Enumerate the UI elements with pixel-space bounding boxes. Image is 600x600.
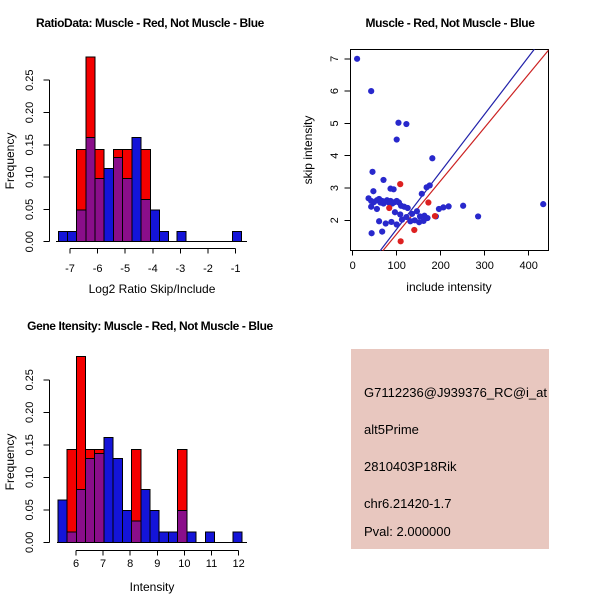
muscle-points: [386, 181, 439, 245]
gene-symbol-text: 2810403P18Rik: [364, 459, 457, 474]
svg-text:-7: -7: [65, 263, 75, 275]
splice-type-text: alt5Prime: [364, 422, 419, 437]
svg-text:0.10: 0.10: [24, 467, 36, 488]
locus-text: chr6.21420-1.7: [364, 496, 451, 511]
svg-text:-4: -4: [148, 263, 158, 275]
ratio-histogram-title: RatioData: Muscle - Red, Not Muscle - Bl…: [36, 16, 265, 30]
ratio-histogram-ylabel: Frequency: [3, 133, 17, 190]
svg-text:300: 300: [476, 260, 494, 272]
svg-text:7: 7: [329, 56, 341, 62]
svg-text:0: 0: [350, 260, 356, 272]
gene-histogram-ylabel: Frequency: [3, 434, 17, 491]
svg-text:12: 12: [232, 558, 244, 570]
svg-text:200: 200: [432, 260, 450, 272]
svg-text:-2: -2: [203, 263, 213, 275]
ratio-histogram-plot: 0.00 0.05 0.10 0.15 0.20 0.25 -7 -6 -5 -4 -3 -2 -1: [24, 56, 247, 275]
scatter-xlabel: include intensity: [406, 280, 491, 294]
scatter-plot: 0 100 200 300 400 2 3 4 5 6 7: [329, 48, 549, 272]
svg-text:0.20: 0.20: [24, 102, 36, 123]
svg-text:6: 6: [329, 88, 341, 94]
gene-histogram-plot: 0.00 0.05 0.10 0.15 0.20 0.25 6 7 8 9 10 11 12: [24, 355, 247, 570]
svg-text:3: 3: [329, 185, 341, 191]
svg-text:11: 11: [206, 558, 217, 570]
svg-text:-3: -3: [176, 263, 186, 275]
svg-text:0.00: 0.00: [24, 231, 36, 252]
svg-text:8: 8: [127, 558, 133, 570]
scatter-ylabel: skip intensity: [301, 116, 315, 185]
svg-text:0.25: 0.25: [24, 369, 36, 390]
svg-text:0.10: 0.10: [24, 166, 36, 187]
svg-text:0.20: 0.20: [24, 402, 36, 423]
svg-text:-1: -1: [231, 263, 241, 275]
not-muscle-points: [354, 55, 547, 237]
pval-text: Pval: 2.000000: [364, 524, 451, 539]
probe-id-text: G7112236@J939376_RC@i_at: [364, 385, 547, 400]
svg-text:6: 6: [73, 558, 79, 570]
svg-text:0.05: 0.05: [24, 199, 36, 220]
svg-text:0.15: 0.15: [24, 434, 36, 455]
svg-text:4: 4: [329, 153, 341, 159]
svg-text:0.00: 0.00: [24, 532, 36, 553]
svg-text:5: 5: [329, 120, 341, 126]
svg-text:10: 10: [178, 558, 190, 570]
scatter-title: Muscle - Red, Not Muscle - Blue: [366, 16, 536, 30]
svg-text:2: 2: [329, 217, 341, 223]
ratio-histogram-xlabel: Log2 Ratio Skip/Include: [89, 282, 216, 296]
svg-text:0.25: 0.25: [24, 69, 36, 90]
svg-text:0.15: 0.15: [24, 134, 36, 155]
gene-histogram-xlabel: Intensity: [130, 580, 175, 594]
svg-text:-5: -5: [120, 263, 130, 275]
gene-histogram-title: Gene Itensity: Muscle - Red, Not Muscle …: [27, 319, 273, 333]
svg-text:100: 100: [388, 260, 406, 272]
svg-text:0.05: 0.05: [24, 499, 36, 520]
svg-text:400: 400: [520, 260, 538, 272]
svg-text:7: 7: [100, 558, 106, 570]
svg-text:-6: -6: [93, 263, 103, 275]
gene-info-panel: [351, 349, 549, 549]
svg-text:9: 9: [154, 558, 160, 570]
